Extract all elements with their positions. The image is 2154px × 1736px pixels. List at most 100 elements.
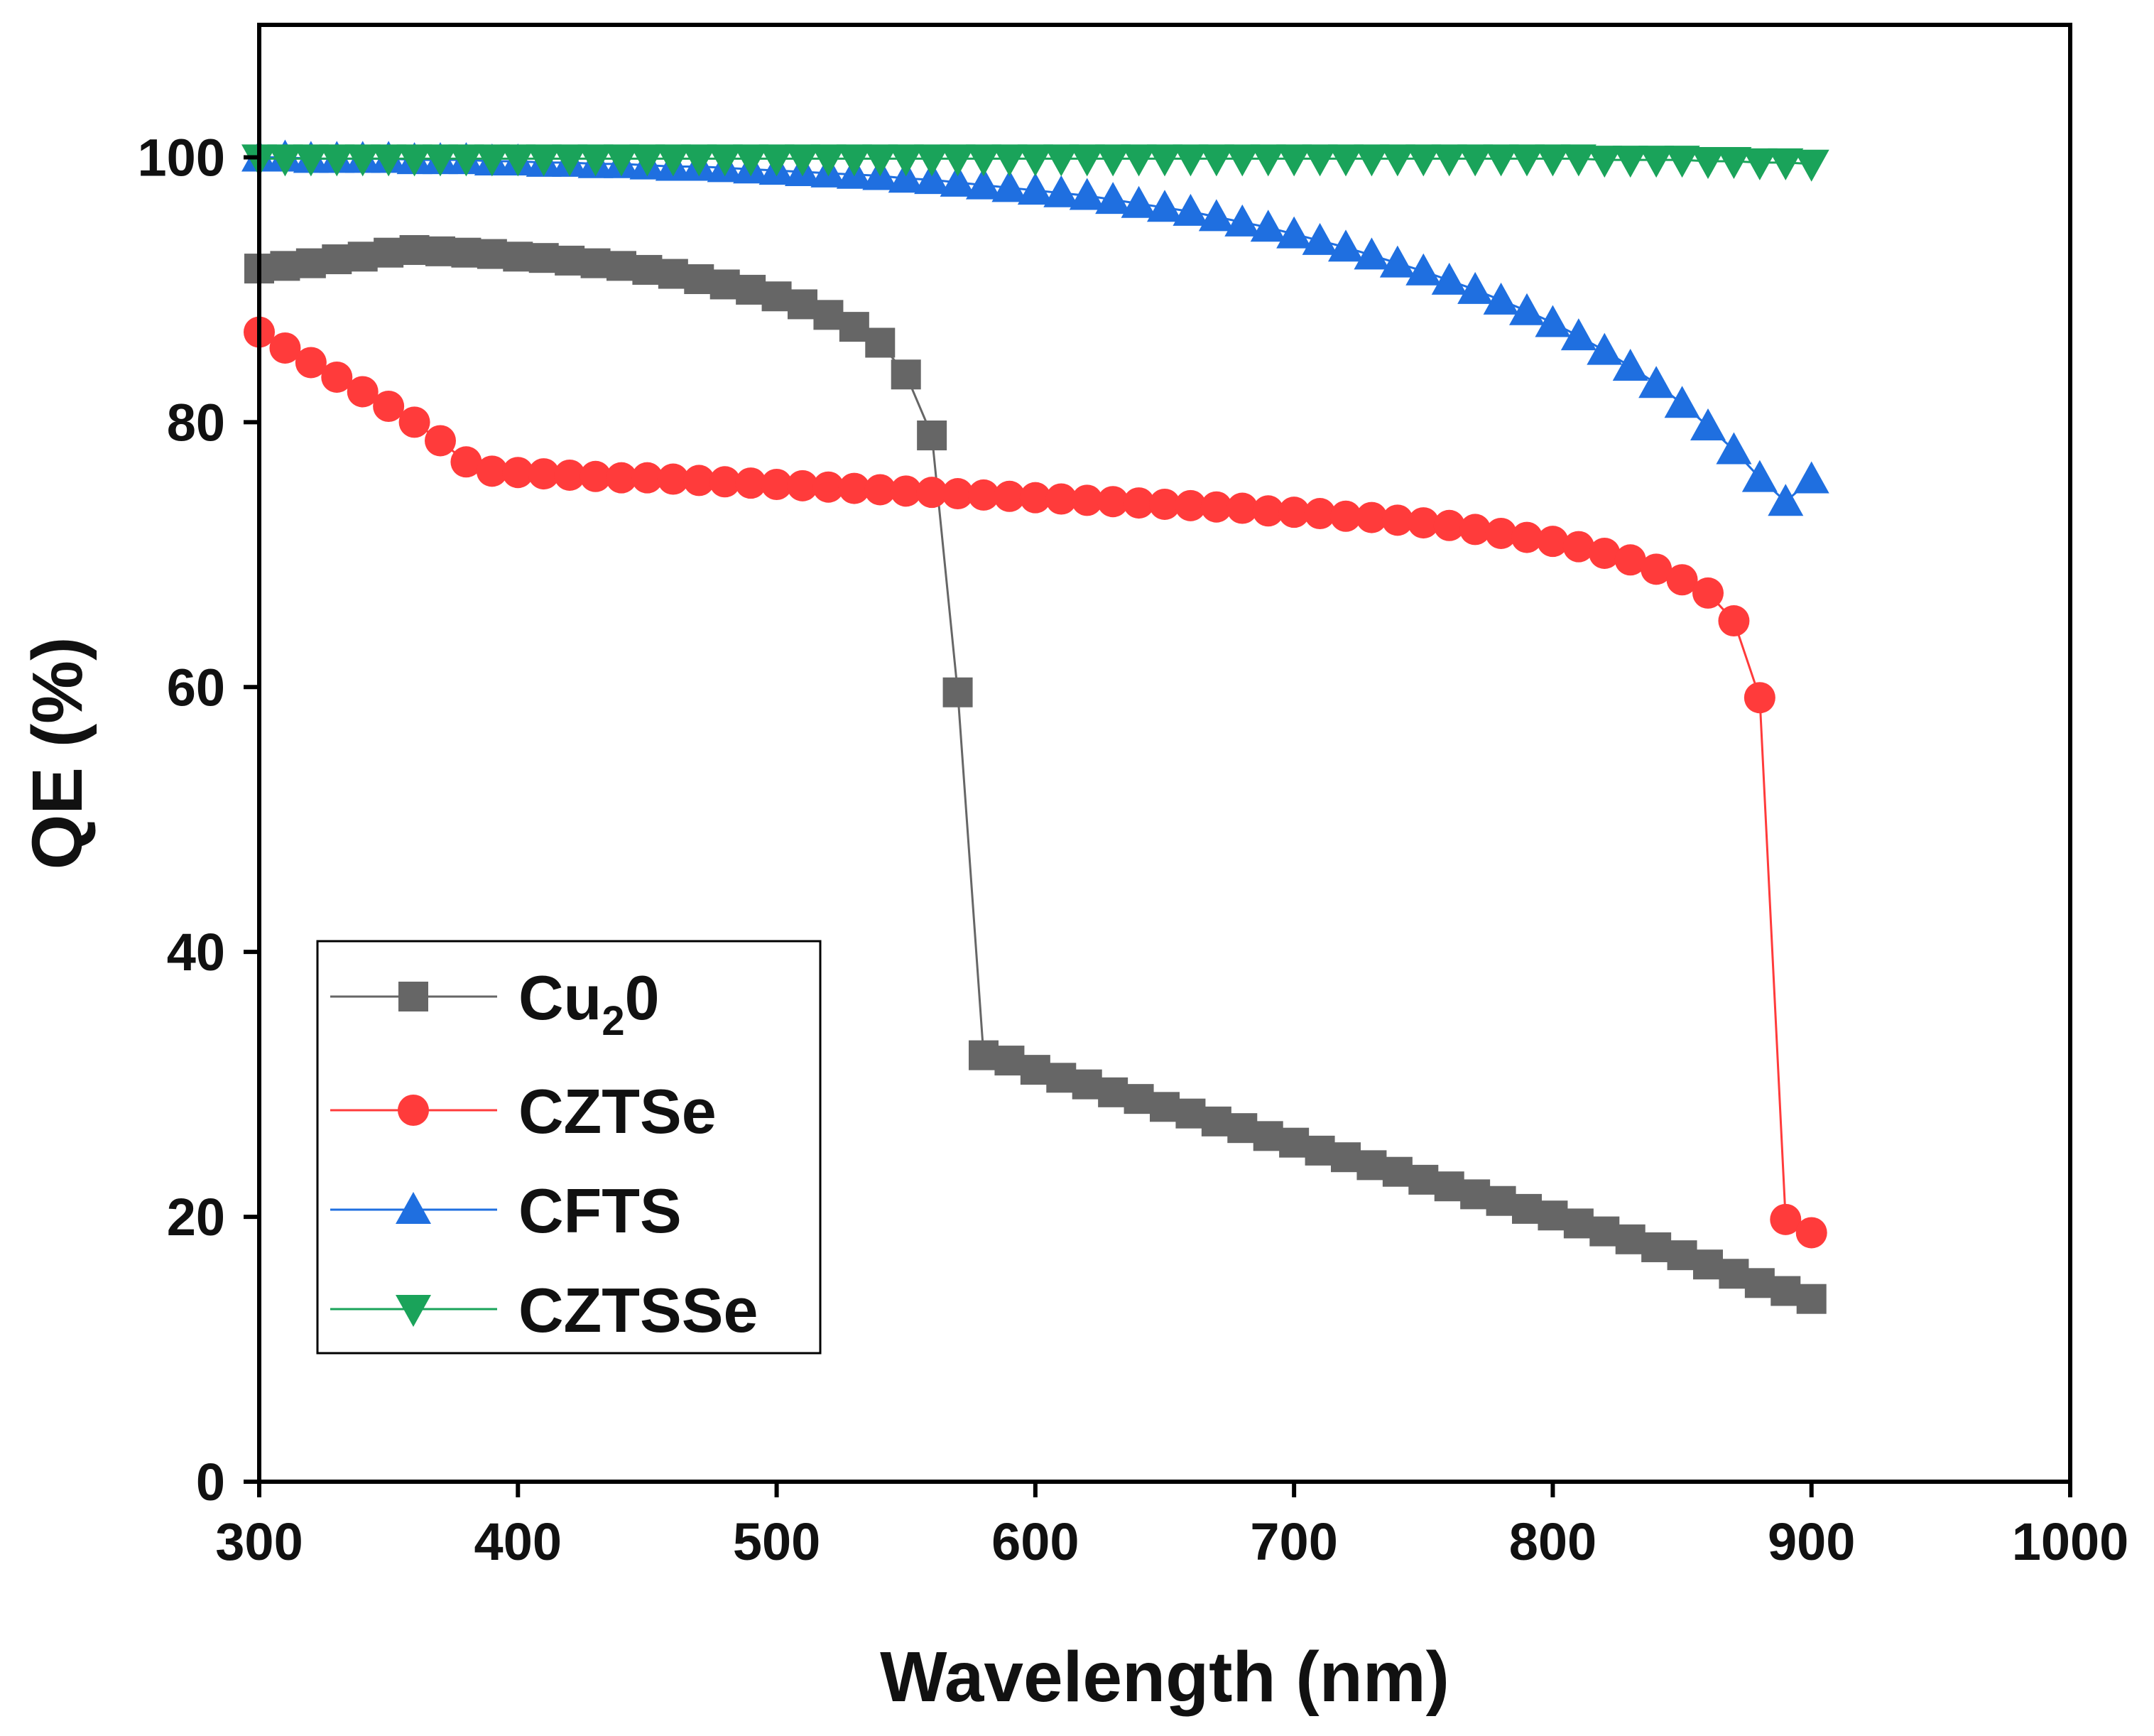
y-tick-label: 20 bbox=[167, 1188, 225, 1247]
data-point-cztse bbox=[1641, 553, 1672, 585]
data-point-cu2o bbox=[1693, 1249, 1723, 1280]
legend-item-cu2o: Cu20 bbox=[330, 962, 660, 1044]
data-point-cztse bbox=[528, 458, 560, 490]
data-point-cztsse bbox=[1354, 144, 1390, 177]
data-point-cfts bbox=[1405, 253, 1442, 286]
data-point-cztse bbox=[994, 480, 1026, 512]
data-point-cztse bbox=[450, 446, 482, 478]
data-point-cfts bbox=[966, 167, 1001, 200]
plot-marks bbox=[241, 139, 1829, 1314]
data-point-cztsse bbox=[267, 144, 303, 177]
x-tick-label: 300 bbox=[215, 1512, 303, 1571]
data-point-cztse bbox=[838, 472, 870, 504]
data-point-cu2o bbox=[1150, 1092, 1180, 1122]
data-point-cztse bbox=[580, 460, 611, 492]
data-point-cu2o bbox=[270, 251, 300, 281]
data-point-cu2o bbox=[1020, 1055, 1050, 1085]
data-point-cztsse bbox=[1379, 144, 1415, 177]
data-point-cu2o bbox=[451, 237, 482, 268]
data-point-cfts bbox=[1121, 185, 1157, 218]
data-point-cztsse bbox=[1457, 144, 1494, 177]
data-point-cztse bbox=[1485, 517, 1517, 549]
data-point-cu2o bbox=[917, 421, 947, 451]
y-tick-label: 0 bbox=[196, 1453, 225, 1512]
data-point-cfts bbox=[1716, 432, 1752, 465]
data-point-cu2o bbox=[607, 251, 636, 281]
data-point-cztsse bbox=[1224, 144, 1261, 177]
data-point-cfts bbox=[1043, 175, 1079, 207]
data-point-cztsse bbox=[1043, 144, 1079, 177]
data-point-cztse bbox=[683, 465, 715, 497]
data-point-cztsse bbox=[396, 144, 433, 177]
data-point-cztse bbox=[347, 376, 379, 408]
data-point-cztsse bbox=[1302, 144, 1338, 177]
data-point-cu2o bbox=[1331, 1142, 1361, 1173]
data-point-cfts bbox=[1768, 484, 1804, 516]
data-point-cztse bbox=[1200, 491, 1232, 523]
data-point-cu2o bbox=[1253, 1121, 1283, 1151]
data-point-cztse bbox=[1149, 488, 1180, 520]
data-point-cu2o bbox=[1356, 1150, 1387, 1181]
data-point-cfts bbox=[1457, 271, 1494, 304]
legend-marker bbox=[398, 1095, 429, 1126]
x-tick-label: 600 bbox=[991, 1512, 1079, 1571]
data-point-cztse bbox=[295, 347, 327, 379]
data-point-cu2o bbox=[1563, 1208, 1594, 1239]
data-point-cztse bbox=[1614, 544, 1646, 576]
data-point-cztse bbox=[1795, 1217, 1827, 1249]
data-point-cfts bbox=[1587, 332, 1623, 365]
data-point-cztsse bbox=[526, 144, 562, 177]
data-point-cztse bbox=[709, 466, 741, 498]
data-point-cu2o bbox=[1408, 1164, 1439, 1195]
data-point-cztse bbox=[890, 475, 922, 507]
y-tick-label: 60 bbox=[167, 658, 225, 717]
data-point-cztse bbox=[1589, 537, 1621, 569]
data-point-cztse bbox=[1304, 498, 1336, 530]
data-point-cztsse bbox=[1560, 144, 1597, 177]
legend-marker bbox=[396, 1192, 431, 1224]
data-point-cfts bbox=[940, 164, 976, 197]
series-cztse bbox=[244, 316, 1827, 1249]
y-tick-label: 40 bbox=[167, 923, 225, 982]
data-point-cztsse bbox=[1664, 146, 1700, 178]
data-point-cztsse bbox=[991, 144, 1028, 177]
data-point-cu2o bbox=[709, 269, 740, 300]
x-axis-title: Wavelength (nm) bbox=[880, 1637, 1449, 1717]
data-point-cztsse bbox=[966, 144, 1001, 177]
legend-label: Cu20 bbox=[518, 962, 660, 1044]
data-point-cztsse bbox=[1612, 146, 1648, 178]
data-point-cfts bbox=[1741, 460, 1778, 492]
data-point-cztsse bbox=[888, 144, 924, 177]
data-point-cztse bbox=[398, 406, 430, 438]
data-point-cztsse bbox=[1690, 147, 1726, 180]
data-point-cfts bbox=[1793, 461, 1829, 494]
data-point-cu2o bbox=[1434, 1171, 1464, 1202]
data-point-cu2o bbox=[969, 1040, 999, 1070]
data-point-cu2o bbox=[1201, 1106, 1231, 1136]
data-point-cu2o bbox=[736, 274, 766, 305]
data-point-cfts bbox=[1224, 204, 1261, 237]
data-point-cztse bbox=[1278, 497, 1310, 528]
data-point-cu2o bbox=[1382, 1156, 1413, 1187]
data-point-cztse bbox=[321, 361, 353, 393]
series-cu2o bbox=[244, 234, 1827, 1314]
data-point-cfts bbox=[1483, 282, 1519, 315]
data-point-cu2o bbox=[865, 327, 896, 358]
data-point-cztsse bbox=[344, 144, 381, 177]
data-point-cztse bbox=[1175, 489, 1207, 521]
data-point-cfts bbox=[1560, 318, 1597, 351]
data-point-cfts bbox=[1638, 366, 1675, 398]
data-point-cu2o bbox=[891, 359, 921, 390]
data-point-cztse bbox=[1433, 509, 1465, 541]
data-point-cztse bbox=[476, 455, 508, 487]
data-point-cu2o bbox=[761, 281, 792, 312]
data-point-cfts bbox=[1017, 173, 1053, 205]
data-point-cztse bbox=[1562, 531, 1594, 563]
data-point-cztsse bbox=[914, 144, 950, 177]
data-point-cztsse bbox=[1198, 144, 1234, 177]
data-point-cztse bbox=[1071, 484, 1103, 516]
data-point-cztse bbox=[864, 474, 896, 506]
data-point-cztsse bbox=[1328, 144, 1364, 177]
y-tick-label: 80 bbox=[167, 393, 225, 452]
data-point-cztsse bbox=[500, 144, 536, 177]
